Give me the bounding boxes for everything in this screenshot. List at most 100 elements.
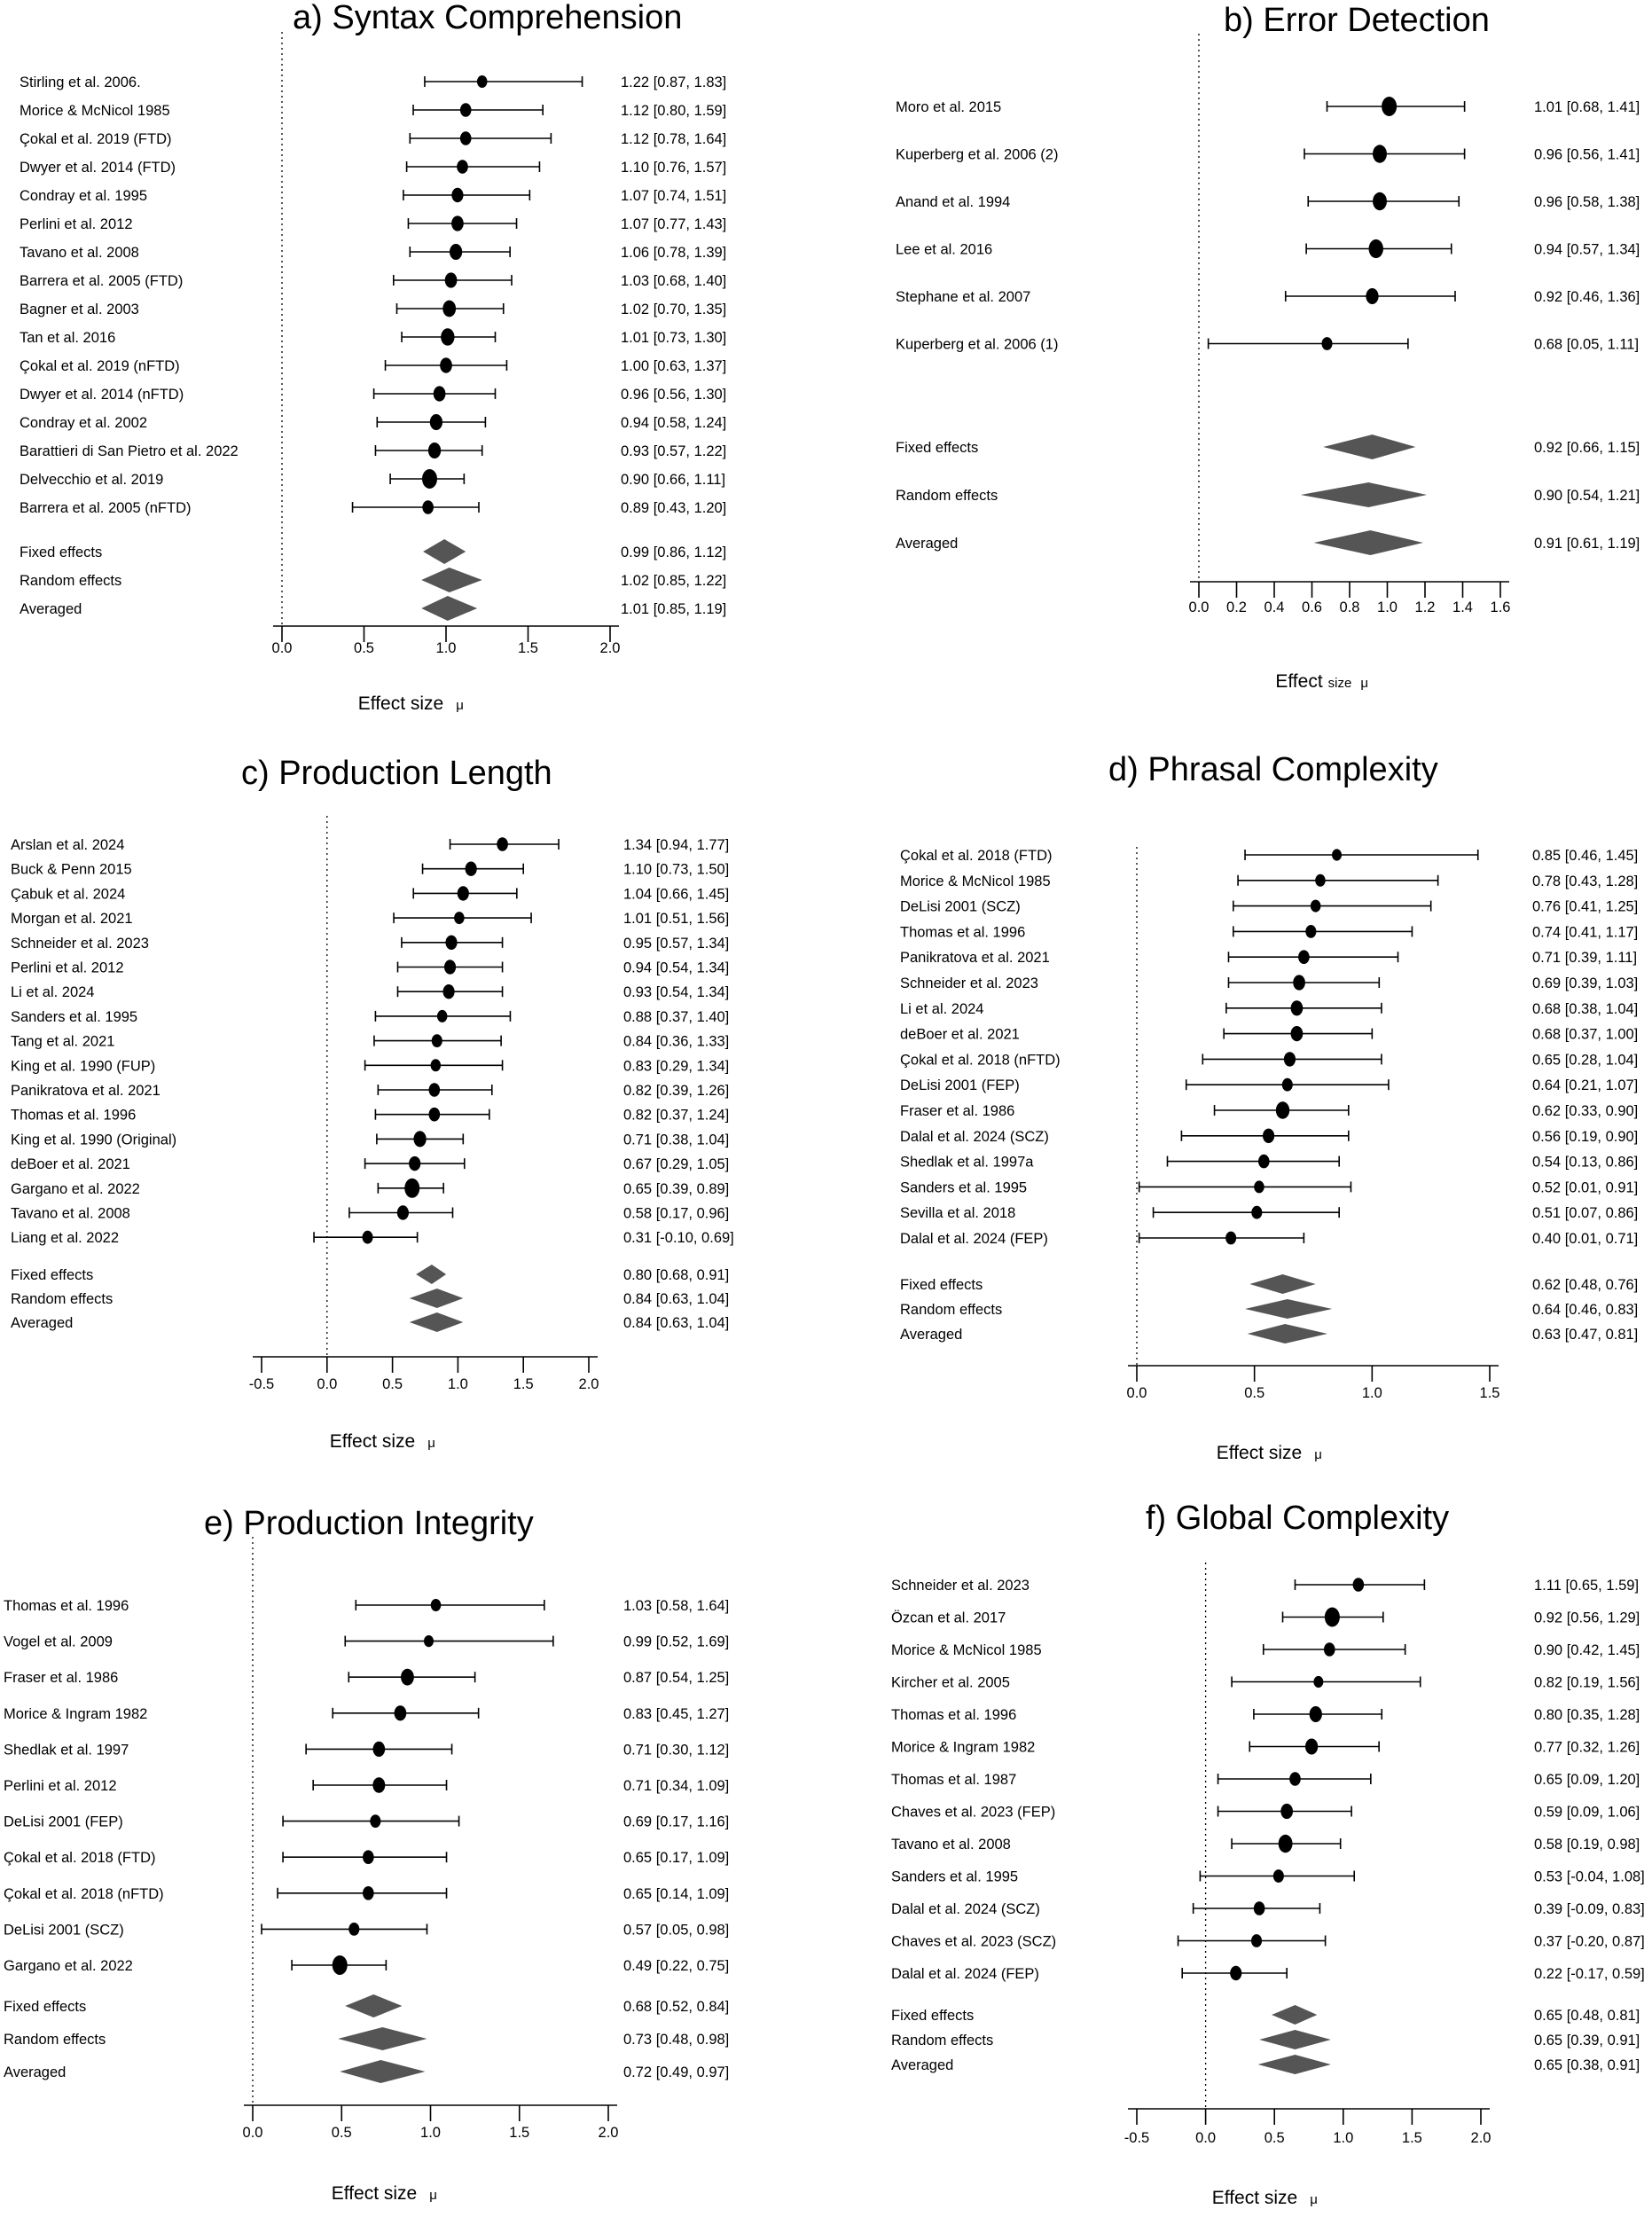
x-tick-label: 2.0 [1471, 2130, 1491, 2146]
summary-estimate-text: 0.84 [0.63, 1.04] [623, 1291, 729, 1307]
x-tick-label: 1.0 [1333, 2130, 1353, 2146]
estimate-text: 0.95 [0.57, 1.34] [623, 936, 729, 952]
estimate-text: 0.59 [0.09, 1.06] [1534, 1805, 1640, 1821]
point-estimate [457, 160, 468, 174]
study-row: Morice & McNicol 1985 0.78 [0.43, 1.28] [900, 873, 1638, 889]
study-row: Fraser et al. 1986 0.62 [0.33, 0.90] [900, 1101, 1638, 1119]
x-tick-label: 0.5 [1244, 1385, 1264, 1401]
estimate-text: 0.94 [0.58, 1.24] [621, 415, 726, 431]
study-row: Dwyer et al. 2014 (FTD) 1.10 [0.76, 1.57] [20, 160, 726, 176]
estimate-text: 0.37 [-0.20, 0.87] [1534, 1934, 1645, 1950]
x-tick-label: -0.5 [249, 1376, 274, 1392]
point-estimate [459, 103, 472, 117]
x-tick-label: 0.0 [1127, 1385, 1147, 1401]
study-label: Vogel et al. 2009 [4, 1634, 113, 1650]
study-label: Li et al. 2024 [11, 984, 95, 1000]
estimate-text: 0.58 [0.19, 0.98] [1534, 1837, 1640, 1853]
point-estimate [1289, 1772, 1301, 1786]
summary-row: Averaged 0.91 [0.61, 1.19] [896, 530, 1640, 555]
summary-label: Averaged [11, 1315, 73, 1331]
study-row: Schneider et al. 2023 1.11 [0.65, 1.59] [891, 1578, 1639, 1594]
study-label: Condray et al. 2002 [20, 415, 147, 431]
study-label: Çokal et al. 2018 (FTD) [900, 848, 1052, 864]
study-row: Tang et al. 2021 0.84 [0.36, 1.33] [11, 1034, 729, 1050]
summary-label: Fixed effects [900, 1277, 983, 1293]
summary-estimate-text: 0.68 [0.52, 0.84] [623, 1999, 729, 2015]
study-label: Buck & Penn 2015 [11, 862, 132, 878]
study-row: Tavano et al. 2008 0.58 [0.17, 0.96] [11, 1205, 729, 1222]
study-row: DeLisi 2001 (FEP) 0.64 [0.21, 1.07] [900, 1077, 1638, 1093]
summary-row: Fixed effects 0.92 [0.66, 1.15] [896, 435, 1640, 459]
summary-row: Averaged 1.01 [0.85, 1.19] [20, 596, 726, 621]
estimate-text: 0.82 [0.37, 1.24] [623, 1108, 729, 1124]
estimate-text: 0.49 [0.22, 0.75] [623, 1958, 729, 1974]
study-row: Çokal et al. 2019 (FTD) 1.12 [0.78, 1.64] [20, 131, 726, 147]
point-estimate [1281, 1077, 1293, 1092]
estimate-text: 0.58 [0.17, 0.96] [623, 1206, 729, 1222]
point-estimate [430, 1599, 442, 1611]
point-estimate [457, 886, 469, 901]
estimate-text: 0.67 [0.29, 1.05] [623, 1156, 729, 1172]
point-estimate [429, 414, 443, 430]
study-row: Gargano et al. 2022 0.49 [0.22, 0.75] [4, 1955, 729, 1975]
study-row: Özcan et al. 2017 0.92 [0.56, 1.29] [891, 1607, 1640, 1627]
study-label: Gargano et al. 2022 [4, 1958, 133, 1974]
estimate-text: 0.22 [-0.17, 0.59] [1534, 1966, 1645, 1982]
study-label: Dalal et al. 2024 (SCZ) [900, 1129, 1049, 1145]
x-tick-label: 1.0 [420, 2125, 441, 2141]
study-row: Panikratova et al. 2021 0.71 [0.39, 1.11] [900, 950, 1637, 966]
estimate-text: 0.74 [0.41, 1.17] [1532, 924, 1638, 940]
estimate-text: 0.53 [-0.04, 1.08] [1534, 1869, 1645, 1885]
summary-diamond [1257, 2055, 1331, 2074]
point-estimate [449, 244, 463, 260]
study-row: Morice & Ingram 1982 0.77 [0.32, 1.26] [891, 1738, 1640, 1756]
study-label: Çokal et al. 2018 (nFTD) [4, 1886, 164, 1902]
study-label: Tang et al. 2021 [11, 1034, 114, 1050]
study-label: Barrera et al. 2005 (FTD) [20, 273, 183, 289]
point-estimate [422, 469, 437, 489]
study-label: Çabuk et al. 2024 [11, 886, 125, 902]
study-label: Thomas et al. 1996 [891, 1707, 1016, 1723]
study-row: Schneider et al. 2023 0.95 [0.57, 1.34] [11, 935, 729, 952]
estimate-text: 0.96 [0.56, 1.41] [1534, 147, 1640, 163]
estimate-text: 0.69 [0.17, 1.16] [623, 1814, 729, 1830]
x-tick-label: 1.6 [1491, 599, 1511, 615]
x-tick-label: 1.2 [1415, 599, 1436, 615]
summary-diamond [409, 1289, 464, 1308]
estimate-text: 0.88 [0.37, 1.40] [623, 1009, 729, 1025]
estimate-text: 1.04 [0.66, 1.45] [623, 886, 729, 902]
x-tick-label: 1.0 [1377, 599, 1398, 615]
point-estimate [1257, 1154, 1270, 1169]
study-row: Perlini et al. 2012 0.94 [0.54, 1.34] [11, 960, 729, 976]
study-row: Delvecchio et al. 2019 0.90 [0.66, 1.11] [20, 469, 725, 489]
summary-row: Averaged 0.65 [0.38, 0.91] [891, 2055, 1640, 2074]
estimate-text: 0.57 [0.05, 0.98] [623, 1922, 729, 1938]
study-label: Schneider et al. 2023 [900, 975, 1038, 991]
estimate-text: 0.90 [0.66, 1.11] [621, 472, 725, 488]
summary-estimate-text: 0.65 [0.39, 0.91] [1534, 2033, 1640, 2049]
study-row: DeLisi 2001 (SCZ) 0.57 [0.05, 0.98] [4, 1922, 729, 1938]
summary-row: Random effects 0.65 [0.39, 0.91] [891, 2030, 1640, 2049]
x-axis-symbol: μ [456, 698, 464, 713]
study-row: Morice & McNicol 1985 0.90 [0.42, 1.45] [891, 1642, 1640, 1658]
estimate-text: 0.65 [0.17, 1.09] [623, 1850, 729, 1866]
summary-diamond [340, 2060, 426, 2083]
study-label: Panikratova et al. 2021 [11, 1083, 161, 1099]
study-row: Li et al. 2024 0.68 [0.38, 1.04] [900, 1000, 1638, 1017]
summary-label: Averaged [896, 536, 958, 552]
point-estimate [428, 1107, 441, 1122]
summary-diamond [1323, 435, 1416, 459]
estimate-text: 0.94 [0.54, 1.34] [623, 960, 729, 976]
summary-estimate-text: 0.73 [0.48, 0.98] [623, 2032, 729, 2048]
estimate-text: 1.11 [0.65, 1.59] [1534, 1578, 1639, 1594]
estimate-text: 0.99 [0.52, 1.69] [623, 1634, 729, 1650]
point-estimate [1373, 145, 1387, 163]
study-row: Thomas et al. 1996 1.03 [0.58, 1.64] [4, 1598, 729, 1614]
summary-diamond [409, 1312, 464, 1332]
study-row: Stephane et al. 2007 0.92 [0.46, 1.36] [896, 288, 1640, 305]
estimate-text: 0.71 [0.38, 1.04] [623, 1132, 729, 1148]
point-estimate [1304, 1738, 1319, 1755]
study-row: Condray et al. 2002 0.94 [0.58, 1.24] [20, 414, 726, 431]
summary-label: Fixed effects [11, 1267, 93, 1283]
study-row: Lee et al. 2016 0.94 [0.57, 1.34] [896, 239, 1640, 259]
